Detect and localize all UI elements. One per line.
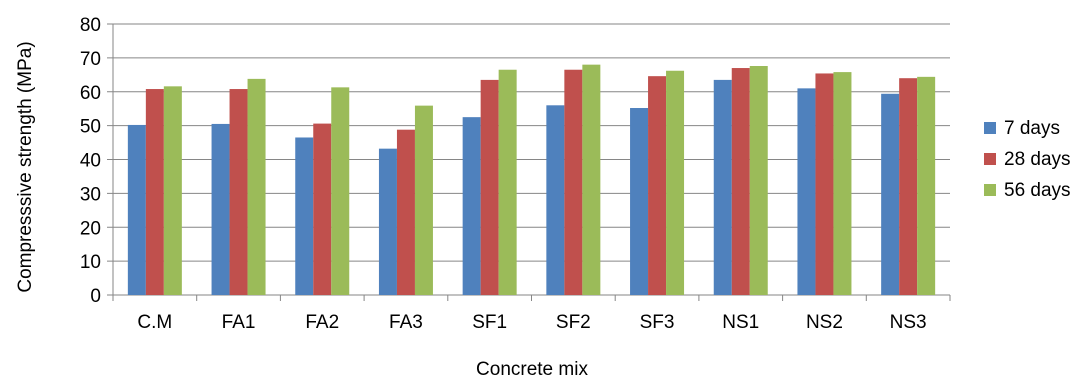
y-tick-label: 80 bbox=[80, 15, 101, 36]
bar-7-days-SF3 bbox=[630, 108, 649, 295]
y-tick-label: 0 bbox=[90, 286, 101, 307]
y-tick-label: 50 bbox=[80, 117, 101, 138]
bar-28-days-FA2 bbox=[313, 123, 332, 295]
x-tick-label: SF2 bbox=[556, 312, 591, 333]
legend-swatch-56-days bbox=[984, 184, 996, 196]
bar-7-days-NS2 bbox=[797, 88, 816, 295]
bar-7-days-SF1 bbox=[462, 117, 481, 295]
y-tick-label: 70 bbox=[80, 49, 101, 70]
bar-28-days-NS1 bbox=[731, 68, 750, 295]
x-tick-label: NS1 bbox=[722, 312, 759, 333]
x-tick-label: NS3 bbox=[890, 312, 927, 333]
bar-28-days-FA1 bbox=[229, 89, 248, 295]
bar-7-days-NS1 bbox=[713, 79, 732, 295]
y-tick-label: 60 bbox=[80, 83, 101, 104]
x-tick-label: FA2 bbox=[305, 312, 339, 333]
bar-28-days-SF2 bbox=[564, 69, 583, 295]
x-tick-label: SF1 bbox=[472, 312, 507, 333]
bar-56-days-SF2 bbox=[582, 64, 601, 296]
bars bbox=[127, 64, 936, 296]
bar-7-days-FA2 bbox=[295, 137, 314, 295]
bar-56-days-FA2 bbox=[331, 87, 350, 295]
x-tick-label: FA1 bbox=[222, 312, 256, 333]
bar-7-days-SF2 bbox=[546, 105, 565, 295]
bar-56-days-FA3 bbox=[414, 105, 433, 295]
bar-56-days-FA1 bbox=[247, 78, 266, 295]
y-tick-label: 30 bbox=[80, 184, 101, 205]
y-tick-label: 20 bbox=[80, 218, 101, 239]
bar-7-days-FA1 bbox=[211, 123, 230, 296]
legend-label: 7 days bbox=[1004, 118, 1060, 139]
bar-7-days-C.M bbox=[127, 124, 146, 295]
bar-28-days-NS2 bbox=[815, 73, 834, 296]
y-tick-labels: 0 10 20 30 40 50 60 70 80 bbox=[80, 15, 101, 307]
bar-28-days-C.M bbox=[145, 89, 164, 295]
bar-56-days-NS3 bbox=[917, 76, 936, 295]
bar-56-days-NS2 bbox=[833, 72, 852, 295]
bar-7-days-NS3 bbox=[881, 93, 900, 295]
legend-swatch-7-days bbox=[984, 122, 996, 134]
bar-28-days-NS3 bbox=[899, 78, 918, 295]
bar-28-days-SF1 bbox=[480, 79, 499, 295]
bar-7-days-FA3 bbox=[378, 148, 397, 295]
legend-label: 28 days bbox=[1004, 149, 1071, 170]
y-tick-label: 40 bbox=[80, 151, 101, 172]
bar-56-days-C.M bbox=[163, 86, 182, 295]
x-tick-label: SF3 bbox=[640, 312, 675, 333]
bar-56-days-SF1 bbox=[498, 69, 517, 295]
x-tick-label: FA3 bbox=[389, 312, 423, 333]
bar-28-days-SF3 bbox=[648, 76, 667, 295]
bar-28-days-FA3 bbox=[396, 129, 415, 295]
x-axis-title: Concrete mix bbox=[476, 359, 588, 380]
legend-label: 56 days bbox=[1004, 180, 1071, 201]
bar-56-days-SF3 bbox=[666, 70, 685, 295]
bar-56-days-NS1 bbox=[749, 66, 768, 295]
legend: 7 days 28 days 56 days bbox=[984, 118, 1071, 201]
x-tick-label: C.M bbox=[137, 312, 172, 333]
legend-swatch-28-days bbox=[984, 153, 996, 165]
y-tick-label: 10 bbox=[80, 252, 101, 273]
x-tick-labels: C.M FA1 FA2 FA3 SF1 SF2 SF3 NS1 NS2 NS3 bbox=[137, 312, 926, 333]
y-axis-title: Compresssive strength (MPa) bbox=[15, 41, 36, 292]
x-tick-label: NS2 bbox=[806, 312, 843, 333]
